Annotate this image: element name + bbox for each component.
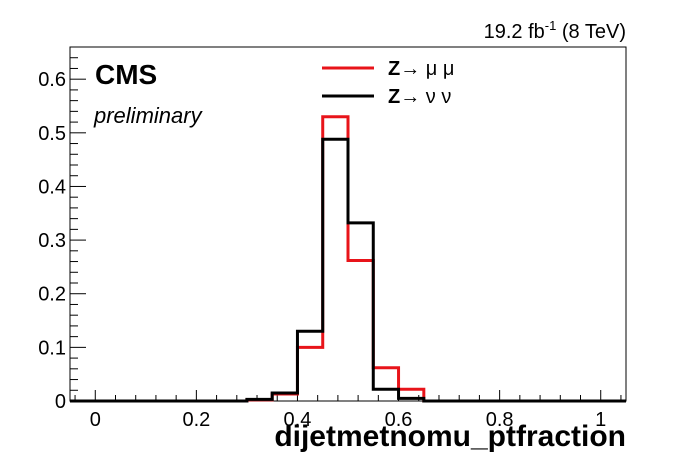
y-tick-label: 0.4 xyxy=(38,176,66,198)
x-tick-label: 0 xyxy=(90,409,101,431)
histogram-step-line xyxy=(70,137,626,403)
x-tick-label: 0.4 xyxy=(284,409,312,431)
series-layer xyxy=(70,115,626,403)
y-tick-label: 0 xyxy=(55,391,66,413)
x-tick-label: 1 xyxy=(595,409,606,431)
luminosity-energy: (8 TeV) xyxy=(556,21,626,43)
y-tick-label: 0.5 xyxy=(38,123,66,145)
legend-label: Z→ μ μ xyxy=(388,58,454,80)
x-tick-label: 0.8 xyxy=(486,409,514,431)
x-tick-label: 0.2 xyxy=(182,409,210,431)
histogram-series xyxy=(70,137,626,403)
status-label: preliminary xyxy=(93,103,204,128)
y-tick-label: 0.2 xyxy=(38,284,66,306)
experiment-label: CMS xyxy=(95,59,157,90)
luminosity-value: 19.2 fb xyxy=(484,21,545,43)
y-tick-label: 0.1 xyxy=(38,337,66,359)
luminosity-exponent: -1 xyxy=(545,18,557,33)
legend: Z→ μ μ Z→ ν ν xyxy=(322,58,454,108)
plot-frame xyxy=(69,46,627,402)
y-tick-label: 0.6 xyxy=(38,69,66,91)
y-axis: 0 0.1 0.2 0.3 0.4 0.5 0.6 xyxy=(38,57,86,413)
luminosity-label: 19.2 fb-1 (8 TeV) xyxy=(484,18,626,43)
y-tick-label: 0.3 xyxy=(38,230,66,252)
x-axis-title: dijetmetnomu_ptfraction xyxy=(274,420,626,453)
legend-label: Z→ ν ν xyxy=(388,86,451,108)
x-tick-label: 0.6 xyxy=(385,409,413,431)
